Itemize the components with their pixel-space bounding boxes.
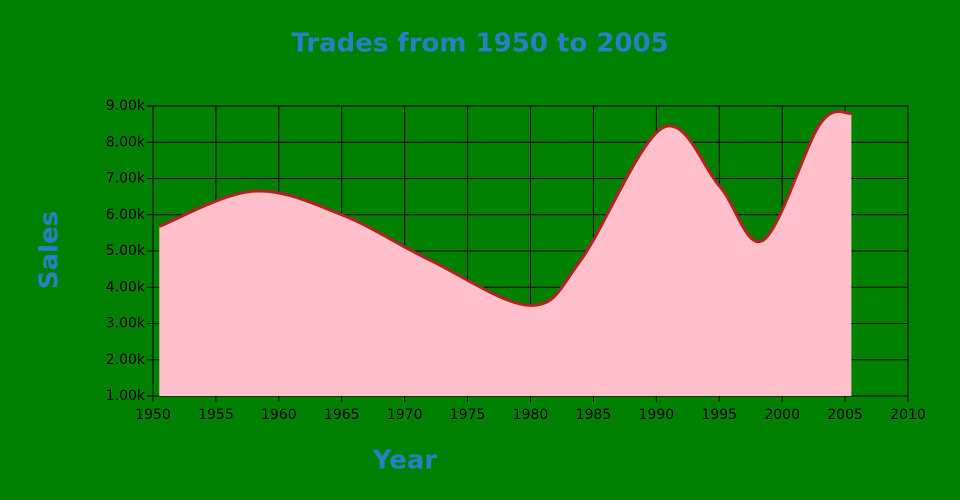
y-axis-title: Sales — [35, 211, 65, 289]
area — [159, 111, 852, 396]
x-tick-label: 1980 — [513, 407, 549, 423]
x-tick-label: 1970 — [387, 407, 423, 423]
y-tick-label: 1.00k — [106, 388, 146, 404]
chart-title: Trades from 1950 to 2005 — [291, 29, 668, 59]
y-tick-label: 8.00k — [106, 134, 146, 150]
x-tick-label: 1960 — [261, 407, 297, 423]
x-tick-label: 1990 — [639, 407, 675, 423]
y-tick-label: 4.00k — [106, 279, 146, 295]
x-tick-label: 2000 — [764, 407, 800, 423]
y-tick-label: 9.00k — [106, 98, 146, 114]
y-tick-label: 7.00k — [106, 171, 146, 187]
y-tick-label: 5.00k — [106, 243, 146, 259]
x-tick-label: 1950 — [135, 407, 171, 423]
x-tick-label: 1965 — [324, 407, 360, 423]
y-tick-label: 3.00k — [106, 316, 146, 332]
x-tick-label: 1985 — [576, 407, 612, 423]
y-tick-label: 6.00k — [106, 207, 146, 223]
x-tick-label: 1975 — [450, 407, 486, 423]
x-tick-label: 1955 — [198, 407, 234, 423]
y-tick-label: 2.00k — [106, 352, 146, 368]
x-axis-title: Year — [372, 446, 438, 476]
x-tick-label: 1995 — [701, 407, 737, 423]
area-line — [158, 109, 852, 307]
x-tick-label: 2010 — [890, 407, 926, 423]
x-tick-label: 2005 — [827, 407, 863, 423]
